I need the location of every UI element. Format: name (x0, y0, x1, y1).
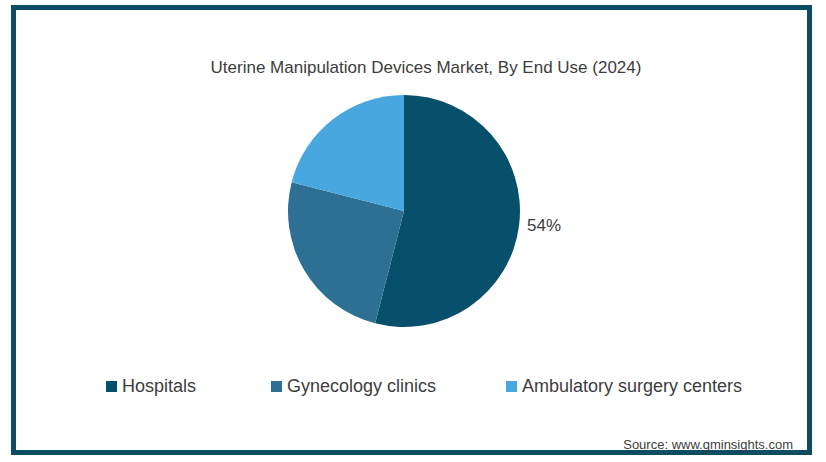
legend-item-gynecology-clinics: Gynecology clinics (271, 376, 436, 396)
legend-item-hospitals: Hospitals (106, 376, 196, 396)
chart-page: Uterine Manipulation Devices Market, By … (0, 0, 826, 462)
legend-item-ambulatory-surgery-centers: Ambulatory surgery centers (506, 376, 742, 396)
slice-label-hospitals: 54% (527, 216, 561, 235)
source-attribution: Source: www.gminsights.com (623, 437, 793, 452)
legend-swatch-gynecology-clinics (271, 381, 282, 392)
legend-label-hospitals: Hospitals (122, 376, 196, 396)
legend-swatch-hospitals (106, 381, 117, 392)
legend-label-ambulatory-surgery-centers: Ambulatory surgery centers (522, 376, 742, 396)
legend-swatch-ambulatory-surgery-centers (506, 381, 517, 392)
legend-label-gynecology-clinics: Gynecology clinics (287, 376, 436, 396)
